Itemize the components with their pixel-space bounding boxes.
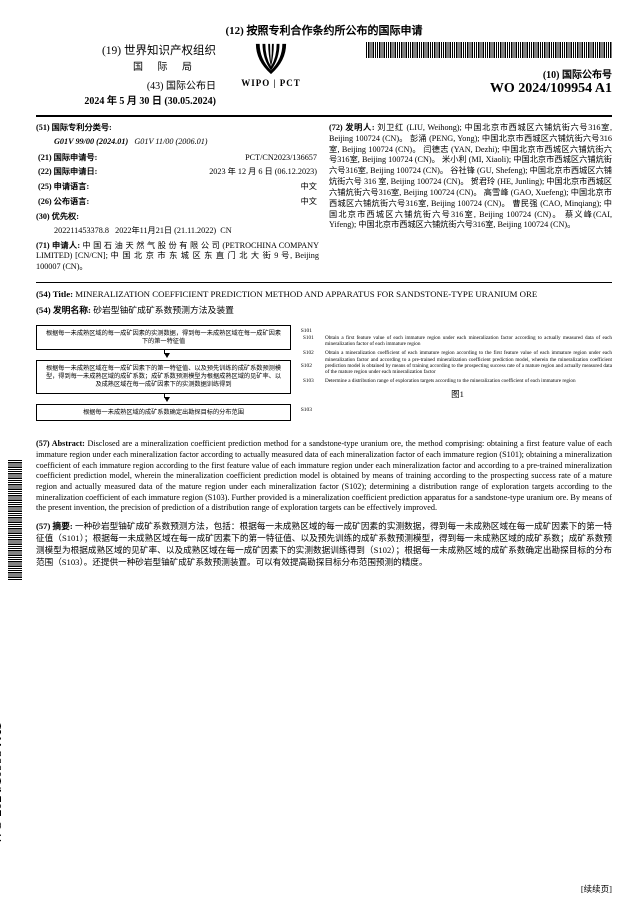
- title-en: (54) Title: MINERALIZATION COEFFICIENT P…: [36, 289, 612, 301]
- pubno-vertical: WO 2024/109954 A1: [0, 723, 6, 845]
- inventors-label: (72) 发明人:: [329, 123, 375, 132]
- flow-box-2: 根据每一未成熟区域在每一成矿因素下的第一特征值、以及预先训练的成矿系数预测模型，…: [36, 360, 291, 393]
- barcode-icon: [366, 42, 612, 58]
- appdate-label: (22) 国际申请日:: [38, 167, 143, 180]
- title-cn: (54) 发明名称: 砂岩型铀矿成矿系数预测方法及装置: [36, 305, 612, 317]
- abstract-en: (57) Abstract: Disclosed are a mineraliz…: [36, 439, 612, 514]
- flow-step-label: S101: [301, 328, 312, 335]
- step-text: Determine a distribution range of explor…: [325, 378, 576, 384]
- appno: PCT/CN2023/136657: [145, 153, 317, 166]
- publang: 中文: [145, 197, 317, 210]
- divider: [36, 115, 612, 117]
- inventors: 刘卫红 (LIU, Weihong); 中国北京市西城区六铺炕街六号316室, …: [329, 123, 612, 229]
- pubdate: 2024 年 5 月 30 日 (30.05.2024): [36, 92, 216, 107]
- vertical-barcode-icon: [8, 460, 22, 580]
- lang: 中文: [145, 182, 317, 195]
- flow-step-label: S102: [301, 363, 312, 370]
- doc-type-heading: (12) 按照专利合作条约所公布的国际申请: [36, 22, 612, 38]
- wipo-pct-label: WIPO | PCT: [241, 78, 300, 88]
- applicant-label: (71) 申请人:: [36, 241, 80, 250]
- continued-label: [续续页]: [581, 883, 612, 895]
- header-block: (19) 世界知识产权组织 国 际 局 (43) 国际公布日 2024 年 5 …: [36, 42, 612, 107]
- abstract-cn: (57) 摘要: 一种砂岩型铀矿成矿系数预测方法，包括：根据每一未成熟区域的每一…: [36, 520, 612, 568]
- figure-caption: 图1: [303, 388, 612, 400]
- ipc-label: (51) 国际专利分类号:: [36, 123, 112, 132]
- lang-label: (25) 申请语言:: [38, 182, 143, 195]
- appno-label: (21) 国际申请号:: [38, 153, 143, 166]
- flow-box-1: 根据每一未成熟区域的每一成矿因素的实测数据，得到每一未成熟区域在每一成矿因素下的…: [36, 325, 291, 351]
- pubno: WO 2024/109954 A1: [326, 81, 612, 97]
- ipc1: G01V 99/00 (2024.01): [54, 137, 128, 146]
- publang-label: (26) 公布语言:: [38, 197, 143, 210]
- flow-box-3: 根据每一未成熟区域的成矿系数确定出勘探目标的分布范围 S103: [36, 404, 291, 422]
- org-sub: 国 际 局: [36, 58, 216, 73]
- step-text: Obtain a mineralization coefficient of e…: [325, 350, 612, 375]
- pubdate-label: (43) 国际公布日: [36, 77, 216, 92]
- divider: [36, 282, 612, 283]
- step-num: S103: [303, 378, 321, 384]
- biblio-section: (51) 国际专利分类号: G01V 99/00 (2024.01) G01V …: [36, 123, 612, 276]
- figure-area: 根据每一未成熟区域的每一成矿因素的实测数据，得到每一未成熟区域在每一成矿因素下的…: [36, 325, 612, 432]
- prio-date: 2022年11月21日 (21.11.2022): [115, 226, 216, 235]
- prio-label: (30) 优先权:: [36, 212, 79, 221]
- org-name: (19) 世界知识产权组织: [36, 42, 216, 58]
- step-num: S101: [303, 335, 321, 347]
- appdate: 2023 年 12 月 6 日 (06.12.2023): [145, 167, 317, 180]
- ipc2: G01V 11/00 (2006.01): [134, 137, 207, 146]
- wipo-logo-icon: [252, 42, 290, 76]
- prio-cc: CN: [220, 226, 231, 235]
- flow-step-label: S103: [301, 407, 312, 414]
- step-text: Obtain a first feature value of each imm…: [325, 335, 612, 347]
- prio-no: 202211453378.8: [54, 226, 109, 235]
- pubno-label: (10) 国际公布号: [326, 66, 612, 81]
